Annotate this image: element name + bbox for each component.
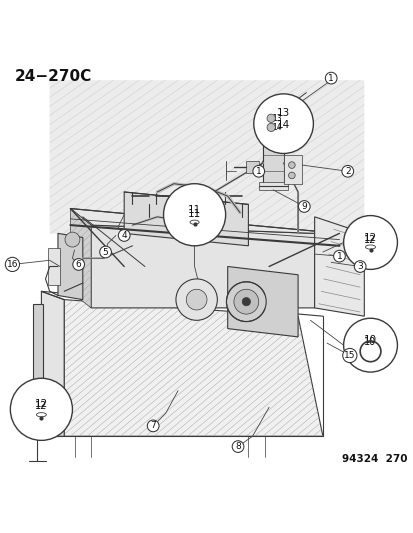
Text: 24−270C: 24−270C [14,69,92,84]
Text: 10: 10 [363,337,376,347]
Polygon shape [227,266,297,337]
Text: 12: 12 [363,235,376,245]
Circle shape [191,201,206,216]
Circle shape [65,232,80,247]
Polygon shape [260,117,285,130]
Circle shape [343,318,396,372]
Circle shape [10,378,72,440]
Circle shape [266,114,275,123]
Circle shape [288,172,294,179]
Circle shape [176,279,217,320]
Text: 11: 11 [188,205,201,215]
Polygon shape [283,155,301,184]
Circle shape [184,194,213,223]
Text: 94324  270: 94324 270 [342,455,407,464]
Circle shape [226,282,266,321]
Text: 15: 15 [343,351,355,360]
Polygon shape [58,233,83,300]
Polygon shape [124,192,248,246]
Text: 10: 10 [363,335,376,345]
Polygon shape [258,182,287,190]
Circle shape [233,289,258,314]
Text: 5: 5 [102,247,108,256]
Polygon shape [64,300,322,436]
Circle shape [163,184,225,246]
Text: 8: 8 [235,442,240,451]
Text: 3: 3 [356,262,362,271]
Text: 11: 11 [188,208,201,219]
Text: 1: 1 [328,74,333,83]
Text: 16: 16 [7,260,18,269]
Polygon shape [70,208,91,308]
Circle shape [186,289,206,310]
Polygon shape [262,130,283,184]
Text: 12: 12 [35,399,48,409]
Text: 4: 4 [121,231,127,240]
Text: 13: 13 [272,114,282,123]
Circle shape [288,161,294,168]
Circle shape [253,94,313,154]
Text: 6: 6 [76,260,81,269]
Polygon shape [41,292,64,436]
Polygon shape [91,225,314,308]
Text: 12: 12 [35,401,47,411]
Text: 1: 1 [336,252,342,261]
Text: 1: 1 [255,167,261,176]
Polygon shape [33,304,43,419]
Text: 12: 12 [363,232,376,243]
Text: 2: 2 [344,167,350,176]
Polygon shape [50,80,363,258]
Polygon shape [246,161,258,173]
Circle shape [242,297,250,306]
Polygon shape [70,208,339,233]
Circle shape [343,215,396,269]
Circle shape [266,123,275,132]
Text: 13
14: 13 14 [276,108,290,130]
Polygon shape [314,217,363,316]
Polygon shape [47,248,60,285]
Text: 7: 7 [150,422,156,430]
Text: 14: 14 [272,123,282,132]
Text: 9: 9 [301,202,306,211]
